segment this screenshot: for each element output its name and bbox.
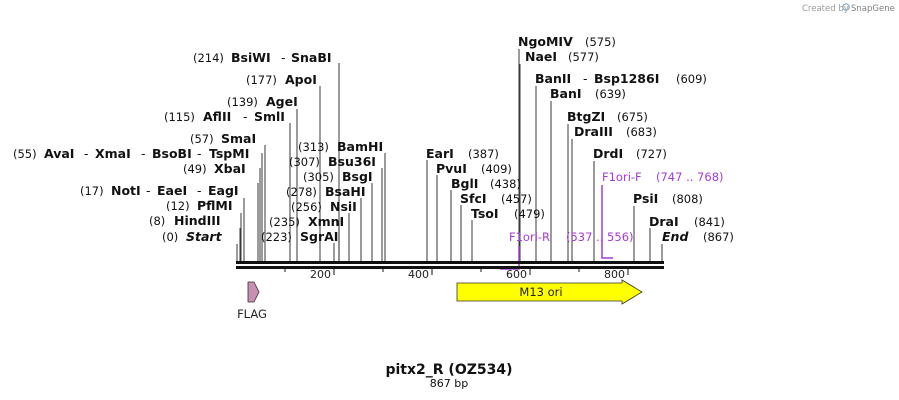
enzyme-label-row[interactable]: (256) NsiI <box>291 198 357 215</box>
enzyme-label-row[interactable]: (307) Bsu36I <box>289 153 376 170</box>
m13-ori-feature-arrow[interactable] <box>456 279 643 305</box>
tick-label: 600 <box>506 268 527 281</box>
enzyme-label-row[interactable]: (139) AgeI <box>227 93 298 110</box>
tick-label: 400 <box>408 268 429 281</box>
flag-feature-label: FLAG <box>237 307 267 321</box>
flag-feature-arrow[interactable] <box>247 281 260 303</box>
enzyme-label-row[interactable]: (49) XbaI <box>183 160 246 177</box>
enzyme-label-row[interactable]: (115) AflII - SmlI <box>164 108 285 125</box>
enzyme-label-row[interactable]: PvuI (409) <box>436 160 512 177</box>
snapgene-brand-text: SnapGene <box>851 4 895 14</box>
enzyme-label-row[interactable]: SfcI (457) <box>460 190 532 207</box>
enzyme-label-row[interactable]: (214) BsiWI - SnaBI <box>193 49 332 66</box>
primer-label-f1ori-f[interactable]: F1ori-F (747 .. 768) <box>602 168 724 185</box>
middle-enzyme-labels: (313) BamHI (307) Bsu36I (305) BsgI (278… <box>261 138 383 245</box>
enzyme-label-row[interactable]: (235) XmnI <box>269 213 344 230</box>
right-enzyme-labels: NgoMIV (575) NaeI (577) BanII - Bsp1286I… <box>426 33 734 245</box>
m13-ori-feature-label: M13 ori <box>519 285 562 299</box>
tick-label: 800 <box>604 268 625 281</box>
enzyme-leader-lines <box>236 49 663 262</box>
enzyme-label-row[interactable]: NaeI (577) <box>525 48 599 65</box>
enzyme-label-row[interactable]: (57) SmaI <box>190 130 256 147</box>
enzyme-label-row[interactable]: TsoI (479) <box>471 205 545 222</box>
enzyme-label-row[interactable]: (12) PflMI <box>166 197 233 214</box>
left-enzyme-labels: (214) BsiWI - SnaBI (177) ApoI (139) Age… <box>13 49 332 245</box>
start-label: (0) Start <box>162 228 223 245</box>
primer-label-f1ori-r[interactable]: F1ori-R (537 .. 556) <box>509 228 634 245</box>
map-length: 867 bp <box>430 377 468 390</box>
enzyme-label-row[interactable]: (55) AvaI - XmaI - BsoBI - TspMI <box>13 145 249 162</box>
enzyme-label-row[interactable]: BtgZI (675) <box>567 108 648 125</box>
enzyme-label-row[interactable]: (313) BamHI <box>298 138 383 155</box>
enzyme-label-row[interactable]: PsiI (808) <box>633 190 703 207</box>
map-title: pitx2_R (OZ534) <box>385 362 512 378</box>
enzyme-label-row[interactable]: (17) NotI - EaeI - EagI <box>80 182 239 199</box>
enzyme-label-row[interactable]: (305) BsgI <box>303 168 373 185</box>
sequence-backbone <box>236 261 664 269</box>
enzyme-label-row[interactable]: (278) BsaHI <box>286 183 366 200</box>
ruler-ticks <box>284 269 629 275</box>
created-by-text: Created by <box>802 4 849 14</box>
enzyme-label-row[interactable]: DraI (841) <box>649 213 725 230</box>
enzyme-label-row[interactable]: DrdI (727) <box>593 145 667 162</box>
end-label: End (867) <box>662 228 734 245</box>
enzyme-label-row[interactable]: BglI (438) <box>451 175 521 192</box>
enzyme-label-row[interactable]: BanII - Bsp1286I (609) <box>535 70 707 87</box>
enzyme-label-row[interactable]: NgoMIV (575) <box>518 33 616 50</box>
enzyme-label-row[interactable]: DraIII (683) <box>574 123 657 140</box>
enzyme-label-row[interactable]: (177) ApoI <box>246 71 317 88</box>
enzyme-label-row[interactable]: BanI (639) <box>550 85 626 102</box>
snapgene-logo-icon <box>842 3 850 11</box>
enzyme-label-row[interactable]: EarI (387) <box>426 145 499 162</box>
enzyme-label-row[interactable]: (223) SgrAI <box>261 228 338 245</box>
tick-label: 200 <box>310 268 331 281</box>
enzyme-label-row[interactable]: (8) HindIII <box>149 212 221 229</box>
